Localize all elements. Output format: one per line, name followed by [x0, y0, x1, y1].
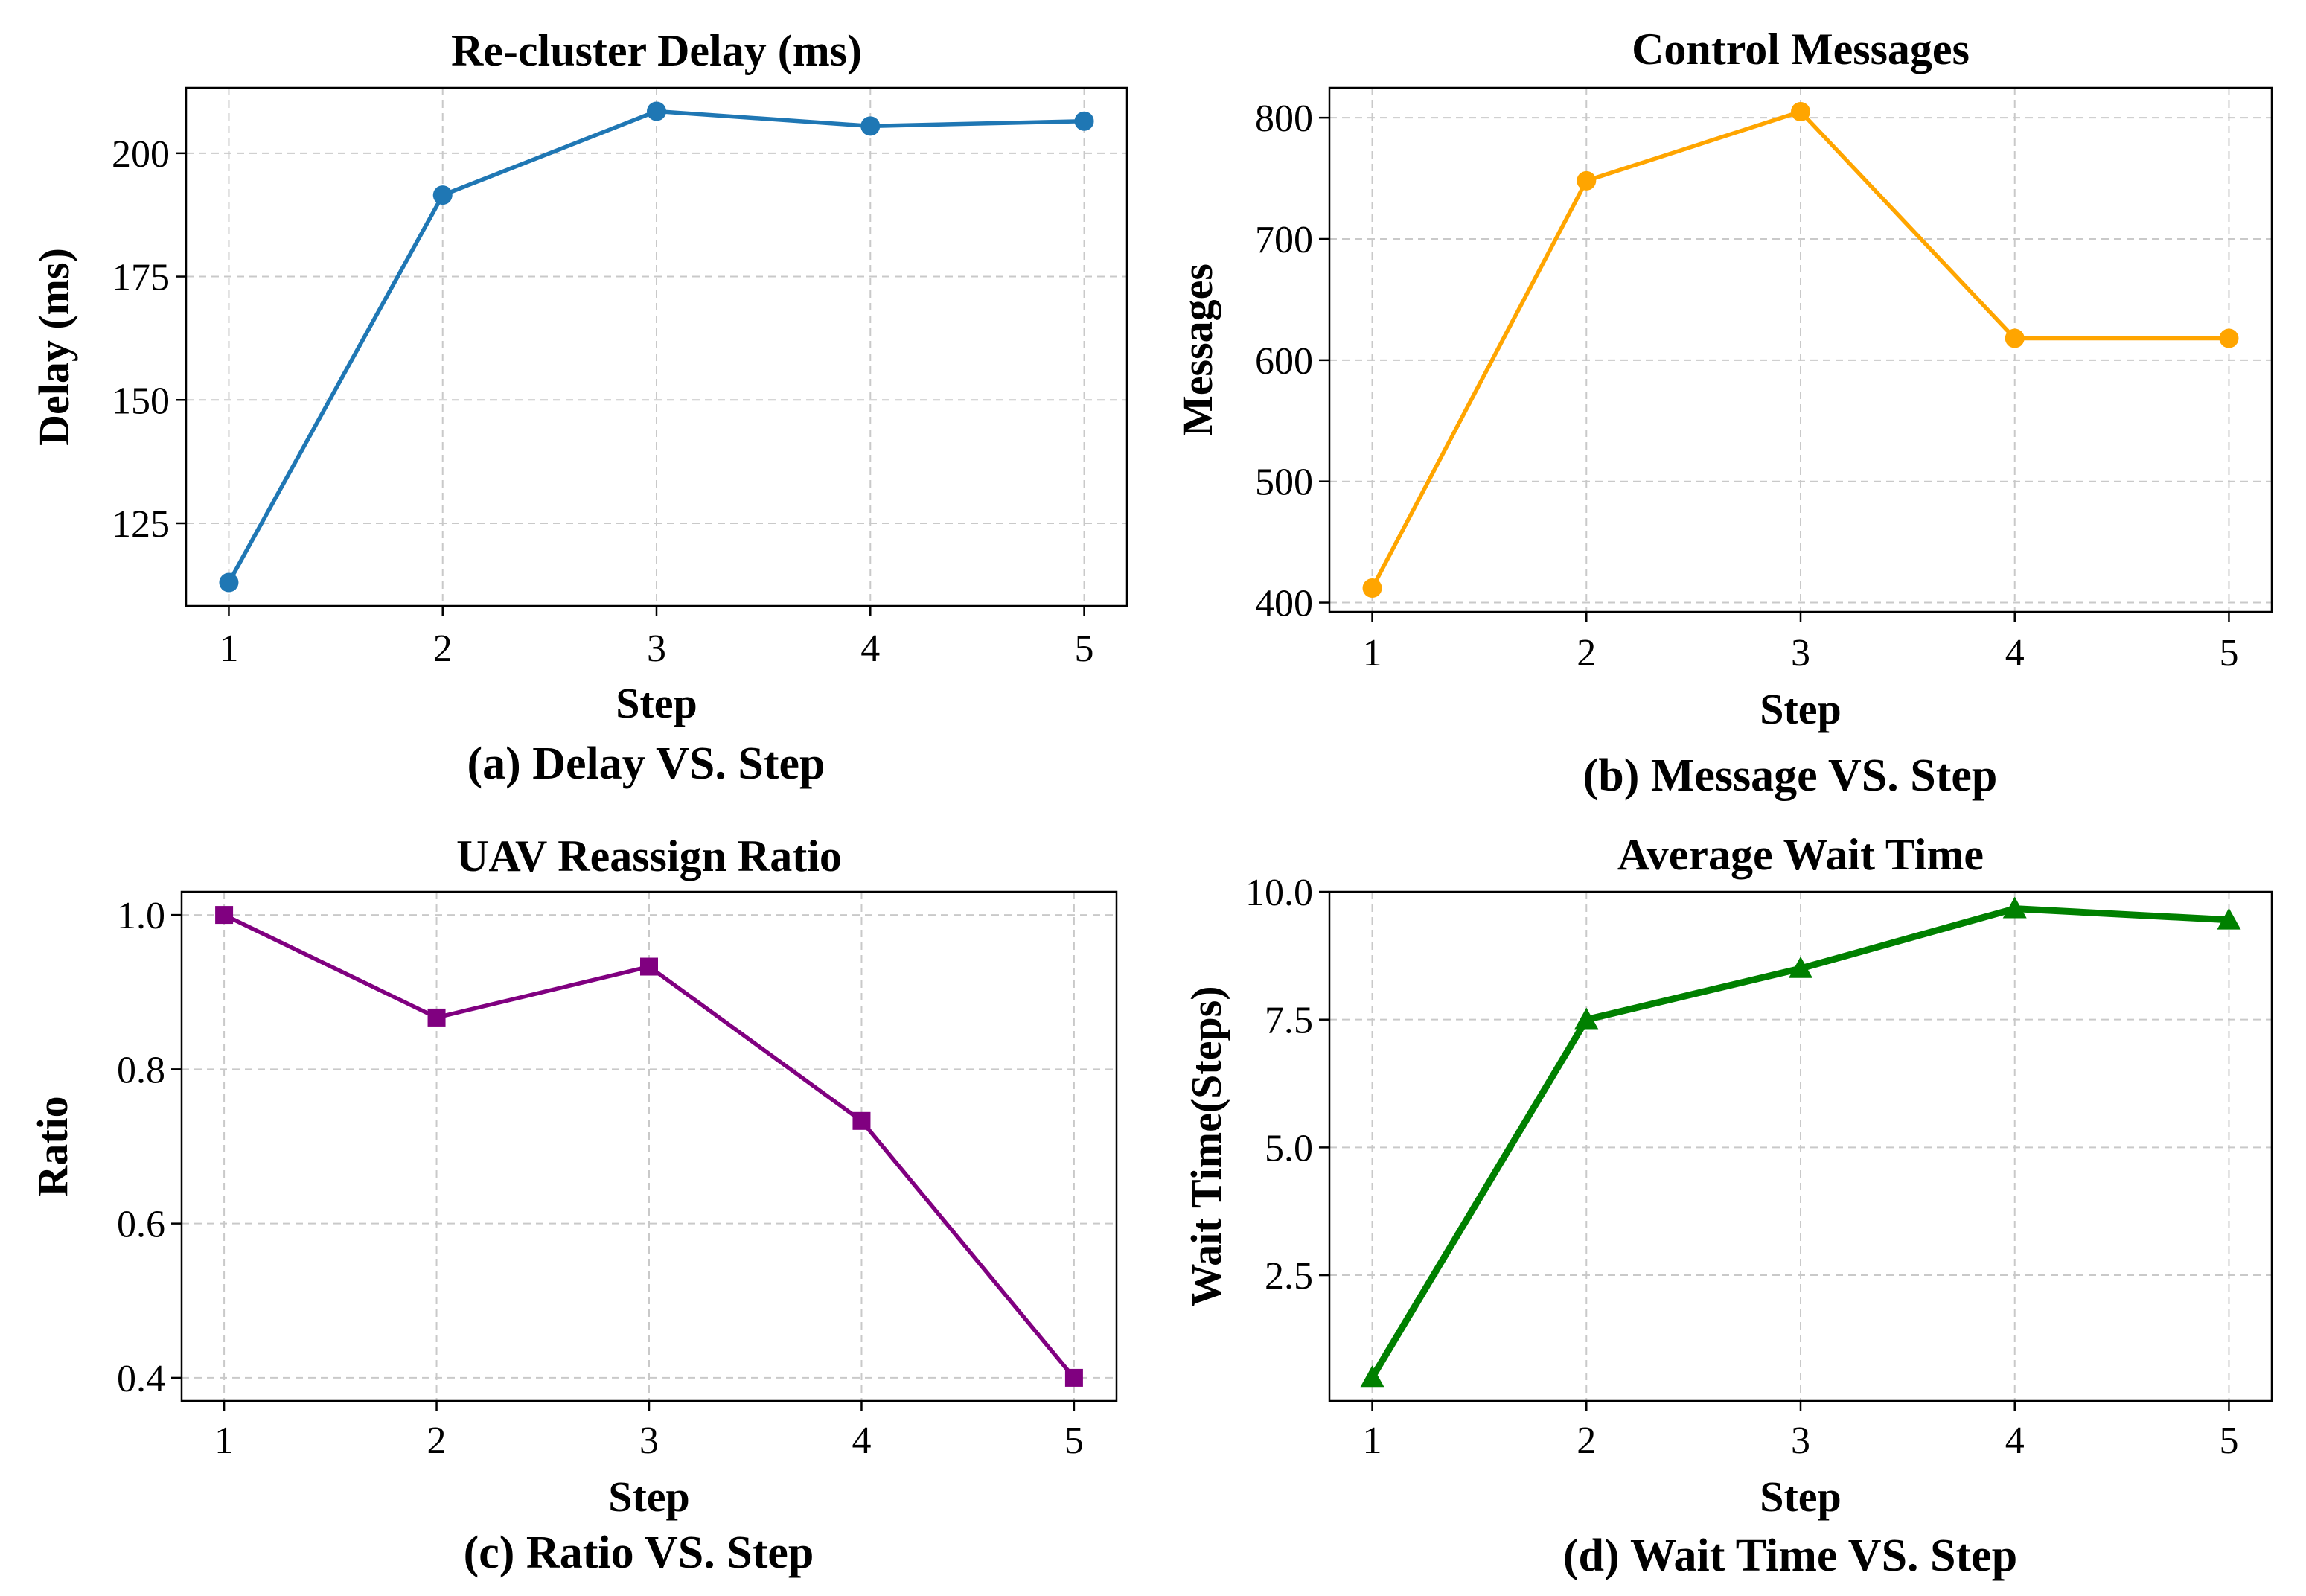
chart-title: Re-cluster Delay (ms) [451, 26, 862, 75]
data-point [1791, 102, 1810, 121]
panel-caption: (c) Ratio VS. Step [464, 1528, 814, 1578]
x-tick-label: 2 [427, 1420, 447, 1462]
data-point [219, 572, 239, 593]
x-tick-label: 3 [1791, 632, 1810, 674]
x-tick-label: 1 [1363, 632, 1382, 674]
y-tick-label: 5.0 [1265, 1127, 1313, 1169]
data-point [1360, 1365, 1384, 1388]
data-point [1074, 111, 1094, 131]
plot-frame [180, 890, 1118, 1402]
x-tick-label: 3 [1791, 1420, 1810, 1462]
y-tick-label: 0.6 [117, 1204, 165, 1246]
x-tick-label: 3 [639, 1420, 659, 1462]
plot-frame [185, 86, 1128, 607]
panel-caption: (b) Message VS. Step [1583, 750, 1998, 801]
data-point [1789, 957, 1812, 978]
data-point [1362, 578, 1382, 598]
y-tick-label: 125 [112, 503, 170, 546]
chart-title: Average Wait Time [1617, 830, 1984, 879]
x-tick-label: 5 [1064, 1420, 1084, 1462]
x-tick-label: 5 [2219, 1420, 2238, 1462]
chart-panel-3: 1 2 3 4 5 0.4 0.6 0.8 1.0 UAV Reassign Ratio Step R… [28, 831, 1118, 1578]
chart-title: Control Messages [1632, 25, 1970, 74]
plot-frame [1328, 86, 2273, 613]
data-point [1577, 170, 1597, 191]
data-point [647, 101, 666, 121]
x-axis-label: Step [1760, 685, 1842, 733]
y-tick-label: 7.5 [1265, 1000, 1313, 1042]
y-tick-label: 400 [1255, 583, 1313, 625]
x-tick-label: 2 [1577, 632, 1596, 674]
y-tick-label: 2.5 [1265, 1255, 1313, 1297]
y-tick-label: 700 [1255, 219, 1313, 261]
x-axis-label: Step [1760, 1472, 1842, 1521]
x-tick-label: 4 [860, 628, 880, 670]
y-axis-label: Messages [1173, 264, 1221, 436]
data-point [640, 957, 658, 976]
x-tick-label: 4 [2005, 632, 2025, 674]
x-tick-label: 2 [433, 628, 453, 670]
chart-panel-4: 1 2 3 4 5 2.5 5.0 7.5 10.0 Average Wait Time Step W… [1182, 830, 2273, 1581]
y-tick-label: 800 [1255, 98, 1313, 140]
y-tick-label: 500 [1255, 462, 1313, 504]
y-tick-label: 150 [112, 380, 170, 422]
x-axis-label: Step [616, 679, 697, 727]
x-tick-label: 1 [219, 628, 238, 670]
data-point [2005, 328, 2025, 348]
y-axis-label: Delay (ms) [30, 248, 78, 446]
series-line [1369, 905, 2229, 1379]
y-axis-label: Ratio [28, 1096, 77, 1196]
data-point [427, 1008, 446, 1027]
x-tick-label: 5 [1075, 628, 1094, 670]
data-point [860, 116, 881, 136]
x-tick-label: 1 [1363, 1420, 1382, 1462]
y-tick-label: 200 [112, 133, 170, 176]
y-axis-label: Wait Time(Steps) [1182, 986, 1230, 1306]
panel-caption: (a) Delay VS. Step [467, 738, 825, 789]
data-point [2002, 896, 2027, 919]
chart-title: UAV Reassign Ratio [456, 831, 842, 881]
y-tick-label: 175 [112, 257, 170, 299]
x-tick-label: 5 [2219, 632, 2238, 674]
data-point [2219, 328, 2239, 348]
chart-panel-1: 1 2 3 4 5 125 150 175 200 Re-cluster Delay (ms) St… [30, 26, 1128, 789]
y-tick-label: 10.0 [1245, 872, 1313, 914]
data-point [2217, 907, 2241, 930]
plot-frame [1328, 890, 2273, 1402]
panel-caption: (d) Wait Time VS. Step [1563, 1530, 2017, 1581]
data-point [215, 906, 234, 925]
data-point [432, 185, 453, 205]
y-tick-label: 1.0 [117, 895, 165, 937]
x-axis-label: Step [608, 1472, 690, 1521]
chart-panel-2: 1 2 3 4 5 400 500 600 700 800 Control Messages Step… [1173, 25, 2273, 801]
x-tick-label: 3 [647, 628, 666, 670]
data-point [1064, 1368, 1083, 1387]
data-point [1574, 1007, 1599, 1030]
x-tick-label: 2 [1577, 1420, 1596, 1462]
y-tick-label: 0.4 [117, 1358, 165, 1400]
data-point [852, 1111, 871, 1130]
y-tick-label: 600 [1255, 340, 1313, 383]
y-tick-label: 0.8 [117, 1049, 165, 1091]
x-tick-label: 4 [2005, 1420, 2025, 1462]
x-tick-label: 1 [214, 1420, 234, 1462]
x-tick-label: 4 [852, 1420, 871, 1462]
